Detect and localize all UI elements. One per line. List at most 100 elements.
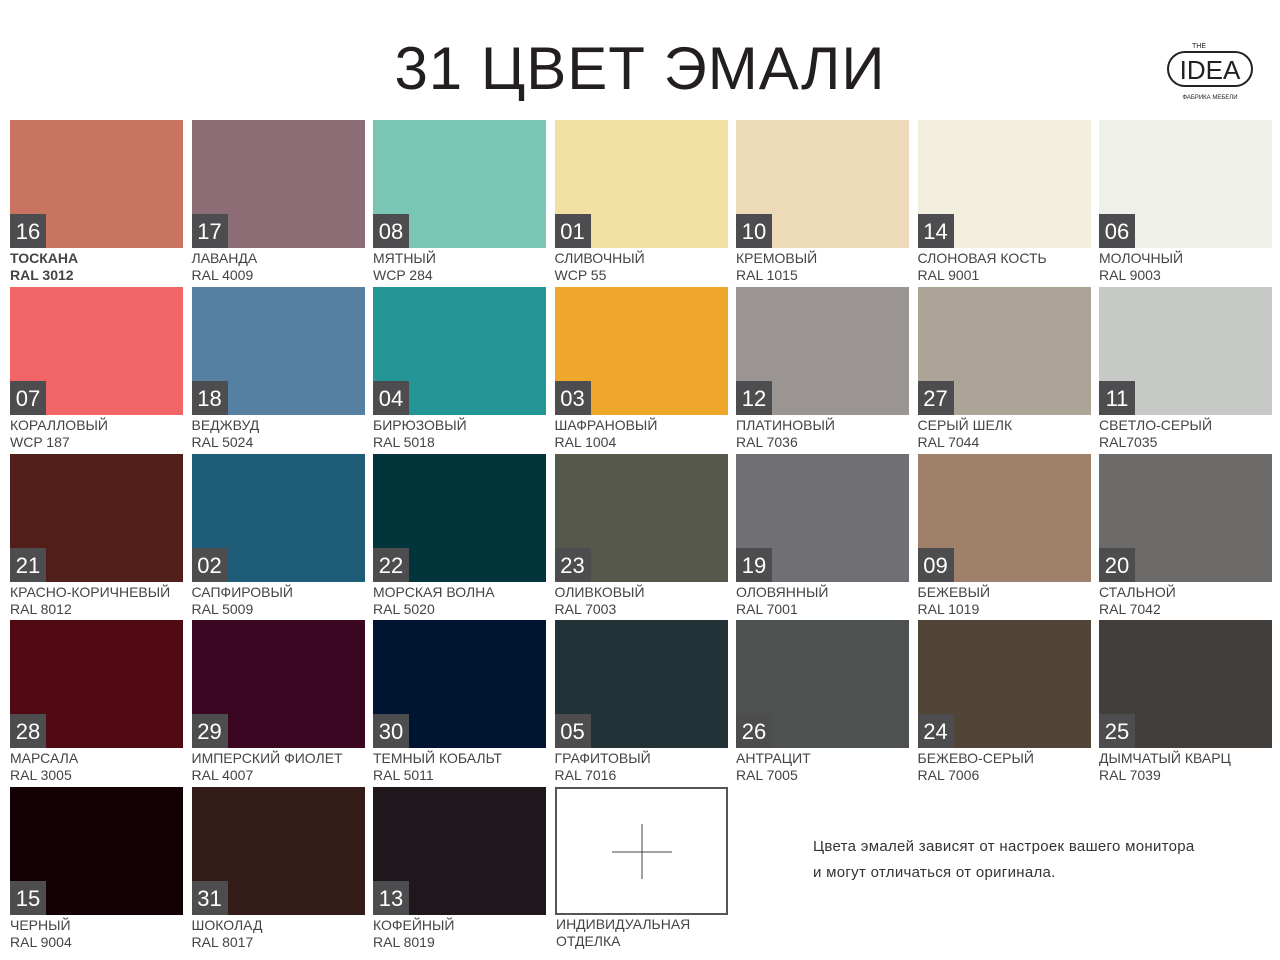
swatch-number: 04 bbox=[373, 380, 409, 415]
swatch-name: КОФЕЙНЫЙ bbox=[373, 917, 455, 934]
swatch-name: СЕРЫЙ ШЕЛК bbox=[917, 416, 1013, 433]
swatch-name: СВЕТЛО-СЕРЫЙ bbox=[1099, 416, 1213, 433]
swatch-number: 01 bbox=[554, 214, 591, 248]
swatch-code: WCP 55 bbox=[554, 267, 607, 283]
swatch-code: RAL 5009 bbox=[191, 600, 254, 617]
swatch: 12 bbox=[736, 286, 909, 415]
swatch-number: 24 bbox=[917, 714, 954, 749]
swatch-name: ПЛАТИНОВЫЙ bbox=[736, 416, 835, 433]
swatch-number: 30 bbox=[373, 714, 409, 749]
swatch-number: 11 bbox=[1099, 380, 1135, 415]
swatch: 03 bbox=[554, 286, 728, 415]
swatch-number: 19 bbox=[736, 547, 772, 582]
custom-label: ИНДИВИДУАЛЬНАЯ bbox=[556, 916, 691, 932]
swatch-code: RAL 7005 bbox=[736, 767, 798, 784]
swatch: 25 bbox=[1099, 620, 1272, 749]
title: 31 ЦВЕТ ЭМАЛИ bbox=[394, 35, 886, 102]
custom-label: ОТДЕЛКА bbox=[556, 933, 621, 949]
swatch: 11 bbox=[1099, 286, 1272, 415]
swatch-code: RAL7035 bbox=[1099, 433, 1158, 450]
swatch-name: КОРАЛЛОВЫЙ bbox=[10, 416, 108, 433]
swatch-name: КРАСНО-КОРИЧНЕВЫЙ bbox=[10, 583, 171, 600]
swatch: 30 bbox=[373, 620, 546, 749]
swatch: 18 bbox=[191, 286, 365, 415]
swatch-number: 26 bbox=[736, 714, 772, 749]
swatch-number: 15 bbox=[10, 881, 46, 916]
swatch-number: 03 bbox=[554, 380, 591, 415]
swatch: 26 bbox=[736, 620, 909, 749]
swatch-code: RAL 7044 bbox=[917, 433, 980, 450]
swatch-number: 12 bbox=[736, 380, 772, 415]
swatch-number: 28 bbox=[10, 714, 46, 749]
note: Цвета эмалей зависят от настроек вашего … bbox=[813, 834, 1195, 886]
swatch-number: 05 bbox=[554, 714, 591, 749]
swatch-number: 23 bbox=[554, 547, 591, 582]
swatch-number: 27 bbox=[917, 380, 954, 415]
swatch-number: 22 bbox=[373, 547, 409, 582]
swatch: 16 bbox=[10, 120, 183, 248]
swatch-name: САПФИРОВЫЙ bbox=[191, 583, 293, 600]
swatch-code: RAL 7016 bbox=[554, 767, 617, 784]
swatch: 17 bbox=[191, 120, 365, 248]
custom-swatch bbox=[555, 787, 728, 915]
swatch-code: RAL 5020 bbox=[373, 600, 435, 617]
plus-icon bbox=[612, 824, 672, 879]
swatch-number: 16 bbox=[10, 214, 46, 248]
swatch: 31 bbox=[191, 787, 365, 916]
swatch-name: ШОКОЛАД bbox=[191, 917, 263, 934]
swatch: 29 bbox=[191, 620, 365, 749]
swatch: 24 bbox=[917, 620, 1091, 749]
swatch-number: 17 bbox=[191, 214, 228, 248]
swatch-code: RAL 1004 bbox=[554, 433, 617, 450]
swatch-name: ДЫМЧАТЫЙ КВАРЦ bbox=[1099, 750, 1231, 767]
swatch-number: 08 bbox=[373, 214, 409, 248]
swatch-name: ОЛИВКОВЫЙ bbox=[554, 583, 645, 600]
swatch: 19 bbox=[736, 453, 909, 582]
logo-sub: ФАБРИКА МЕБЕЛИ bbox=[1182, 95, 1237, 101]
swatch-name: БЕЖЕВЫЙ bbox=[917, 583, 991, 600]
swatch-number: 20 bbox=[1099, 547, 1135, 582]
logo: THE IDEA ФАБРИКА МЕБЕЛИ bbox=[1167, 43, 1253, 101]
swatch: 10 bbox=[736, 120, 909, 248]
swatch-code: RAL 7042 bbox=[1099, 600, 1161, 617]
swatch: 20 bbox=[1099, 453, 1272, 582]
swatch: 04 bbox=[373, 286, 546, 415]
swatch: 28 bbox=[10, 620, 183, 749]
swatch: 14 bbox=[917, 120, 1091, 248]
swatch: 05 bbox=[554, 620, 728, 749]
swatch-name: ЧЕРНЫЙ bbox=[10, 917, 71, 934]
swatch-code: RAL 7001 bbox=[736, 600, 798, 617]
swatch: 02 bbox=[191, 453, 365, 582]
swatch-name: ВЕДЖВУД bbox=[191, 416, 260, 433]
swatch: 06 bbox=[1099, 120, 1272, 248]
swatch-number: 25 bbox=[1099, 714, 1135, 749]
swatch-number: 13 bbox=[373, 881, 409, 916]
swatch-code: RAL 9004 bbox=[10, 934, 72, 951]
swatch-name: БИРЮЗОВЫЙ bbox=[373, 416, 467, 433]
swatch-code: RAL 5018 bbox=[373, 433, 435, 450]
swatch-number: 09 bbox=[917, 547, 954, 582]
swatch-code: RAL 9001 bbox=[917, 267, 980, 283]
swatch-number: 31 bbox=[191, 881, 228, 916]
swatch-name: МОРСКАЯ ВОЛНА bbox=[373, 583, 495, 600]
logo-main: IDEA bbox=[1180, 55, 1241, 85]
swatch-code: RAL 7036 bbox=[736, 433, 798, 450]
swatch-code: RAL 5024 bbox=[191, 433, 254, 450]
swatch-number: 07 bbox=[10, 380, 46, 415]
swatch-code: RAL 7039 bbox=[1099, 767, 1161, 784]
swatch-number: 02 bbox=[191, 547, 228, 582]
swatch-name: ЛАВАНДА bbox=[191, 250, 258, 266]
swatch-code: RAL 4007 bbox=[191, 767, 254, 784]
swatch-code: WCP 284 bbox=[373, 267, 433, 283]
swatch-name: АНТРАЦИТ bbox=[736, 750, 811, 767]
swatch-name: КРЕМОВЫЙ bbox=[736, 250, 818, 266]
swatch-code: RAL 3012 bbox=[10, 267, 74, 283]
swatch-name: ШАФРАНОВЫЙ bbox=[554, 416, 658, 433]
swatch-number: 21 bbox=[10, 547, 46, 582]
swatch: 27 bbox=[917, 286, 1091, 415]
swatch-code: RAL 7003 bbox=[554, 600, 617, 617]
swatch-name: ИМПЕРСКИЙ ФИОЛЕТ bbox=[191, 750, 343, 767]
logo-top: THE bbox=[1192, 43, 1206, 50]
swatch: 09 bbox=[917, 453, 1091, 582]
